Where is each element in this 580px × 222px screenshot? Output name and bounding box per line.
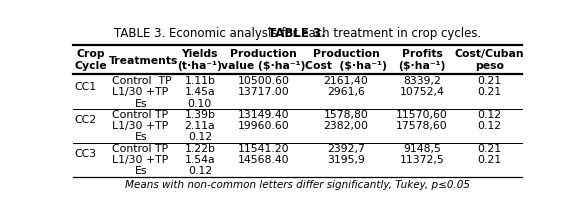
- Text: Profits: Profits: [402, 49, 443, 59]
- Text: 13717.00: 13717.00: [238, 87, 289, 97]
- Text: 10752,4: 10752,4: [400, 87, 444, 97]
- Text: 0.12: 0.12: [477, 121, 502, 131]
- Text: peso: peso: [475, 61, 504, 71]
- Text: L1/30 +TP: L1/30 +TP: [112, 155, 168, 165]
- Text: Cost  ($·ha⁻¹): Cost ($·ha⁻¹): [305, 61, 387, 71]
- Text: Production: Production: [313, 49, 379, 59]
- Text: 0.10: 0.10: [188, 99, 212, 109]
- Text: 9148,5: 9148,5: [403, 144, 441, 154]
- Text: 2161,40: 2161,40: [324, 76, 368, 86]
- Text: 14568.40: 14568.40: [238, 155, 289, 165]
- Text: 10500.60: 10500.60: [238, 76, 289, 86]
- Text: 2382,00: 2382,00: [324, 121, 368, 131]
- Text: Control TP: Control TP: [112, 110, 168, 120]
- Text: 0.12: 0.12: [188, 132, 212, 142]
- Text: 1.22b: 1.22b: [184, 144, 215, 154]
- Text: TABLE 3. Economic analysis for each treatment in crop cycles.: TABLE 3. Economic analysis for each trea…: [114, 27, 481, 40]
- Text: Es: Es: [135, 132, 147, 142]
- Text: 11541.20: 11541.20: [238, 144, 289, 154]
- Text: TABLE 3.: TABLE 3.: [269, 27, 326, 40]
- Text: CC2: CC2: [75, 115, 97, 125]
- Text: 1.45a: 1.45a: [184, 87, 215, 97]
- Text: Means with non-common letters differ significantly, Tukey, p≤0.05: Means with non-common letters differ sig…: [125, 180, 470, 190]
- Text: 2.11a: 2.11a: [184, 121, 215, 131]
- Text: 3195,9: 3195,9: [327, 155, 365, 165]
- Text: (t·ha⁻¹): (t·ha⁻¹): [177, 61, 222, 71]
- Text: Cycle: Cycle: [75, 61, 107, 71]
- Text: 1578,80: 1578,80: [324, 110, 368, 120]
- Text: 1.54a: 1.54a: [184, 155, 215, 165]
- Text: Crop: Crop: [77, 49, 106, 59]
- Text: 1.39b: 1.39b: [184, 110, 215, 120]
- Text: 11570,60: 11570,60: [396, 110, 448, 120]
- Text: Control TP: Control TP: [112, 144, 168, 154]
- Text: Control  TP: Control TP: [112, 76, 172, 86]
- Text: ($·ha⁻¹): ($·ha⁻¹): [398, 61, 446, 71]
- Text: 0.21: 0.21: [477, 144, 502, 154]
- Text: 2392,7: 2392,7: [327, 144, 365, 154]
- Text: 2961,6: 2961,6: [327, 87, 365, 97]
- Text: 8339,2: 8339,2: [403, 76, 441, 86]
- Text: Yields: Yields: [182, 49, 218, 59]
- Text: 1.11b: 1.11b: [184, 76, 215, 86]
- Text: 0.21: 0.21: [477, 87, 502, 97]
- Text: 0.12: 0.12: [188, 166, 212, 176]
- Text: 0.21: 0.21: [477, 155, 502, 165]
- Text: Production: Production: [230, 49, 297, 59]
- Text: 11372,5: 11372,5: [400, 155, 444, 165]
- Text: 13149.40: 13149.40: [238, 110, 289, 120]
- Text: CC3: CC3: [75, 149, 97, 159]
- Text: value ($·ha⁻¹): value ($·ha⁻¹): [222, 61, 306, 71]
- Text: 0.12: 0.12: [477, 110, 502, 120]
- Text: CC1: CC1: [75, 82, 97, 92]
- Text: 0.21: 0.21: [477, 76, 502, 86]
- Text: 19960.60: 19960.60: [238, 121, 289, 131]
- Text: 17578,60: 17578,60: [396, 121, 448, 131]
- Text: Es: Es: [135, 99, 147, 109]
- Text: L1/30 +TP: L1/30 +TP: [112, 87, 168, 97]
- Text: Cost/Cuban: Cost/Cuban: [455, 49, 524, 59]
- Text: L1/30 +TP: L1/30 +TP: [112, 121, 168, 131]
- Text: Es: Es: [135, 166, 147, 176]
- Text: Treatments: Treatments: [109, 56, 179, 66]
